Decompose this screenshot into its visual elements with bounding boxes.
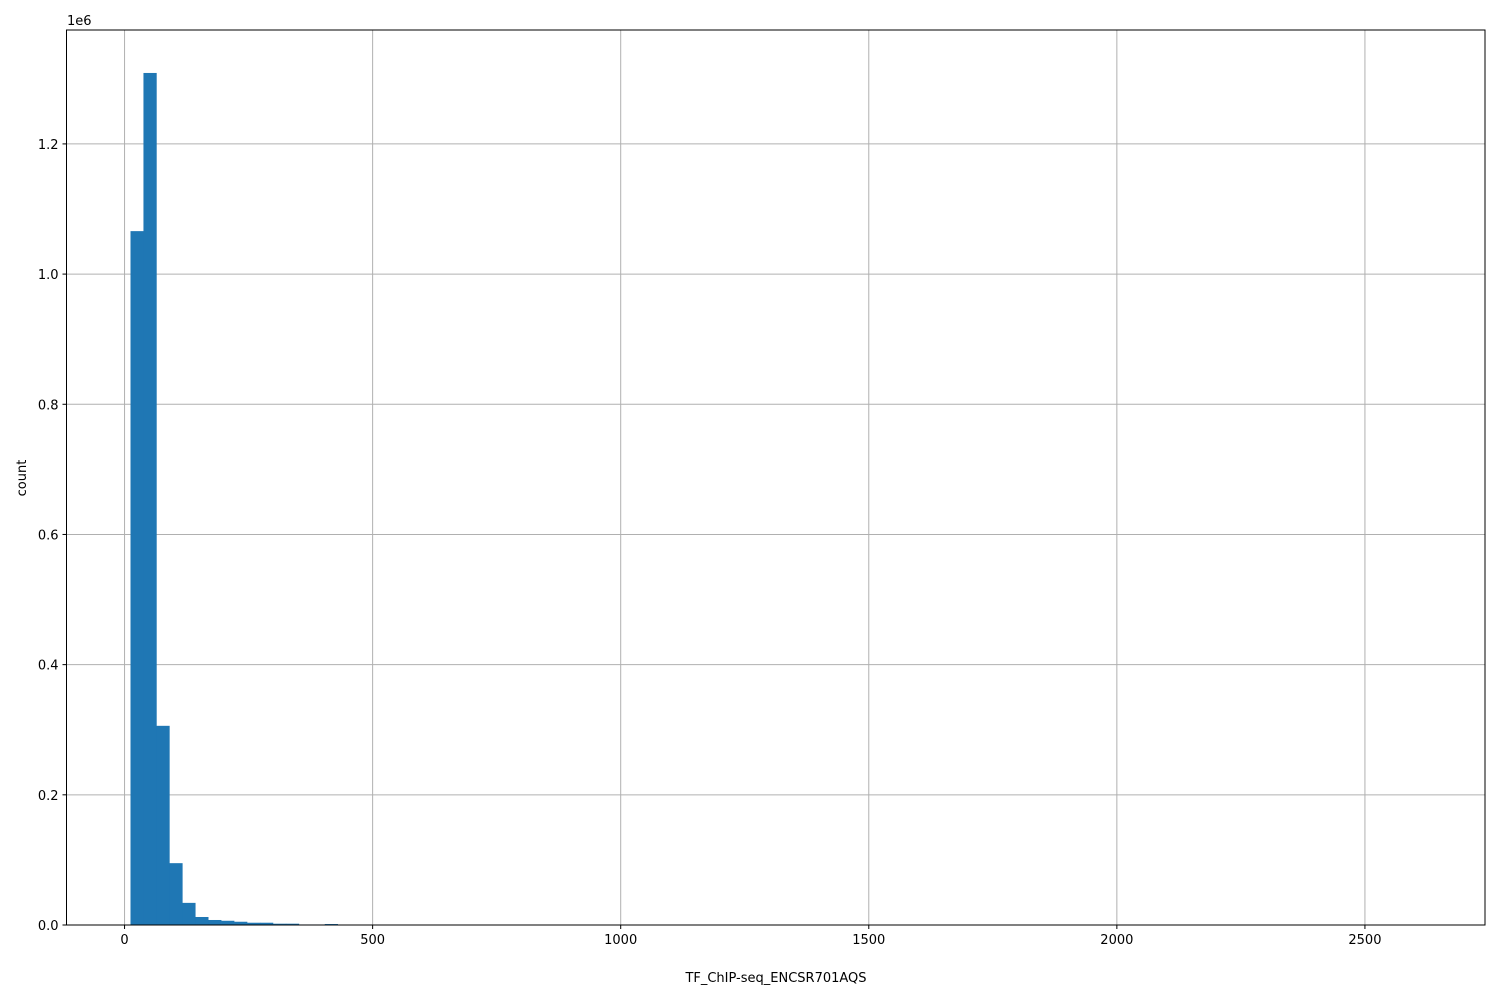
histogram-bar	[130, 231, 144, 925]
x-axis-label: TF_ChIP-seq_ENCSR701AQS	[684, 971, 866, 986]
y-tick-label: 1.2	[38, 138, 59, 153]
y-tick-label: 0.2	[38, 789, 59, 804]
y-tick-label: 0.6	[38, 528, 59, 543]
y-tick-label: 1.0	[38, 268, 59, 283]
histogram-bar	[221, 920, 235, 925]
histogram-bar	[156, 725, 170, 925]
histogram-bar	[143, 72, 157, 925]
y-tick-label: 0.8	[38, 398, 59, 413]
x-tick-label: 2000	[1100, 933, 1133, 948]
x-tick-label: 1500	[852, 933, 885, 948]
x-tick-label: 1000	[604, 933, 637, 948]
histogram-bar	[195, 916, 209, 925]
x-tick-label: 0	[120, 933, 128, 948]
histogram-bar	[285, 923, 300, 925]
histogram-bar	[182, 902, 196, 925]
bars	[130, 72, 338, 925]
ticks: 0 500 1000 1500 2000 2500 0.0 0.2 0.4 0.6 0.8 1.0 1.…	[38, 138, 1382, 948]
histogram-bar	[169, 863, 183, 925]
x-tick-label: 2500	[1348, 933, 1381, 948]
plot-frame	[66, 29, 1486, 926]
y-tick-label: 0.0	[38, 919, 59, 934]
grid	[66, 30, 1485, 926]
y-tick-label: 0.4	[38, 659, 59, 674]
y-axis-label: count	[15, 460, 30, 497]
histogram-bar	[234, 921, 248, 925]
histogram-bar	[259, 922, 274, 925]
histogram-bar	[272, 923, 287, 925]
y-offset-label: 1e6	[67, 14, 92, 29]
x-tick-label: 500	[360, 933, 385, 948]
histogram-bar	[247, 922, 261, 925]
histogram-bar	[208, 919, 222, 925]
